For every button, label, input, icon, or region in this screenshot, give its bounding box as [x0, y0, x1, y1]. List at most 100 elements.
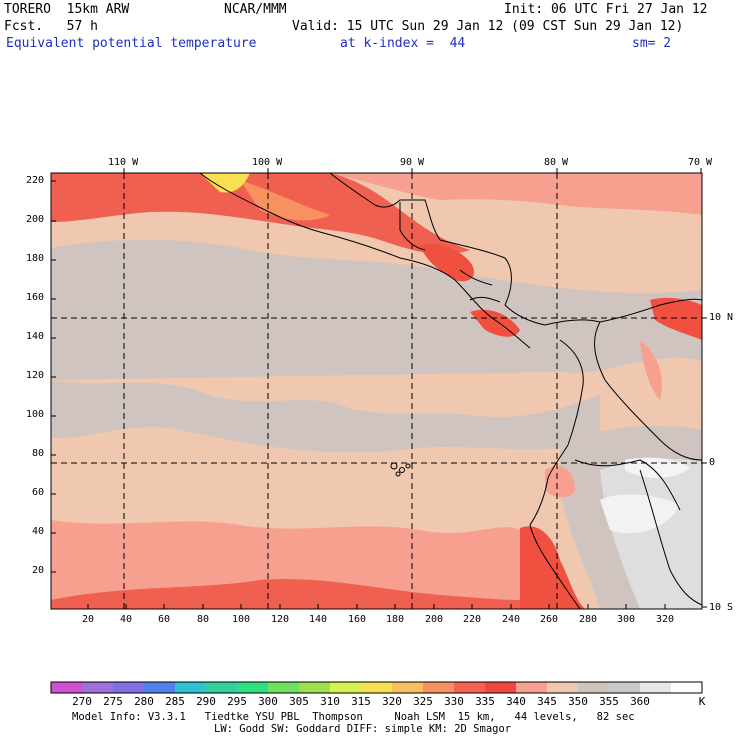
colorbar-label: 290	[196, 695, 216, 708]
nicaragua-border	[459, 269, 493, 286]
colorbar-swatch	[609, 682, 641, 693]
x-tick-300: 300	[617, 614, 636, 625]
x-tick-240: 240	[502, 614, 521, 625]
north-pink-strip	[330, 173, 702, 215]
mexico-orange	[240, 180, 330, 221]
colorbar-swatch	[206, 682, 238, 693]
smoothing-label: sm= 2	[632, 36, 672, 51]
forecast-hour: Fcst. 57 h	[4, 19, 98, 34]
gulf-coast	[329, 172, 441, 241]
ecuador-pink	[545, 466, 575, 498]
x-tick-40: 40	[120, 614, 133, 625]
colorbar-label: 305	[289, 695, 309, 708]
level-label: at k-index = 44	[340, 36, 466, 51]
galapagos-islands	[390, 462, 411, 477]
x-tick-120: 120	[271, 614, 290, 625]
central-america-red	[420, 243, 475, 282]
colombia-pacific	[547, 339, 584, 479]
peru-coast-red	[520, 526, 585, 609]
colorbar-label: 275	[103, 695, 123, 708]
lon-label-80w: 80 W	[544, 157, 569, 168]
y-tick-60: 60	[32, 487, 45, 498]
mexico-coast	[199, 172, 531, 349]
colorbar-label: 300	[258, 695, 278, 708]
colorbar-swatch	[330, 682, 362, 693]
colorbar-swatch	[547, 682, 579, 693]
colorbar-swatch	[82, 682, 114, 693]
colorbar-label: 285	[165, 695, 185, 708]
venezuela-red	[650, 297, 702, 340]
y-tick-40: 40	[32, 526, 45, 537]
coastlines	[199, 172, 703, 610]
colorbar-swatch	[423, 682, 455, 693]
white-patch	[600, 494, 680, 534]
x-tick-280: 280	[579, 614, 598, 625]
lat-label-10n: 10 N	[709, 312, 734, 323]
colorbar-swatch	[640, 682, 672, 693]
grey-band-north	[51, 239, 702, 380]
colorbar-label: 295	[227, 695, 247, 708]
colorbar-label: 310	[320, 695, 340, 708]
colorbar-swatch	[454, 682, 486, 693]
yucatan-border	[399, 202, 426, 251]
caribbean-coast	[439, 239, 546, 326]
peru-border	[574, 459, 681, 511]
colorbar-swatch	[485, 682, 517, 693]
y-tick-140: 140	[26, 331, 45, 342]
lon-label-110w: 110 W	[108, 157, 139, 168]
y-tick-200: 200	[26, 214, 45, 225]
lon-label-100w: 100 W	[252, 157, 283, 168]
y-tick-80: 80	[32, 448, 45, 459]
colorbar-swatch	[51, 682, 83, 693]
galapagos-isle-1	[390, 462, 398, 470]
colorbar-label: 360	[630, 695, 650, 708]
south-pink-band	[51, 520, 520, 609]
model-title: TORERO 15km ARW	[4, 2, 130, 17]
colorbar-label: 340	[506, 695, 526, 708]
x-tick-160: 160	[348, 614, 367, 625]
colombia-pink	[640, 340, 662, 400]
costa-rica-red	[470, 309, 520, 337]
grey-band-central	[51, 380, 600, 453]
lat-label-0: 0	[709, 457, 716, 468]
model-info-line1: Model Info: V3.3.1 Tiedtke YSU PBL Thomp…	[72, 711, 635, 723]
x-tick-260: 260	[540, 614, 559, 625]
colorbar-label: 330	[444, 695, 464, 708]
mexico-yellow	[200, 173, 250, 193]
panama-border	[469, 296, 501, 303]
y-tick-20: 20	[32, 565, 45, 576]
x-tick-20: 20	[82, 614, 95, 625]
colorbar-swatch	[516, 682, 548, 693]
colorbar-unit: K	[698, 695, 706, 708]
colorbar-label: 325	[413, 695, 433, 708]
galapagos-isle-2	[399, 467, 405, 473]
organization-label: NCAR/MMM	[224, 2, 287, 17]
north-red-strip	[51, 173, 470, 255]
colorbar-swatch	[578, 682, 610, 693]
galapagos-isle-3	[395, 471, 401, 477]
field-name: Equivalent potential temperature	[6, 36, 257, 51]
lon-label-90w: 90 W	[400, 157, 425, 168]
galapagos-isle-4	[405, 463, 411, 469]
colorbar-swatch	[144, 682, 176, 693]
colorbar-swatch	[175, 682, 207, 693]
y-tick-220: 220	[26, 175, 45, 186]
x-tick-140: 140	[309, 614, 328, 625]
colombia-coast	[544, 298, 703, 326]
lon-label-70w: 70 W	[688, 157, 713, 168]
colorbar-label: 320	[382, 695, 402, 708]
colorbar-swatch	[299, 682, 331, 693]
colorbar-swatch	[392, 682, 424, 693]
x-tick-320: 320	[656, 614, 675, 625]
colorbar-label: 355	[599, 695, 619, 708]
colorbar-label: 280	[134, 695, 154, 708]
brazil-border	[639, 469, 703, 606]
colorbar-frame	[50, 681, 703, 694]
x-tick-80: 80	[197, 614, 210, 625]
colorbar-label: 335	[475, 695, 495, 708]
colorbar-label: 270	[72, 695, 92, 708]
init-time: Init: 06 UTC Fri 27 Jan 12	[504, 2, 708, 17]
x-tick-200: 200	[425, 614, 444, 625]
colorbar-swatch	[361, 682, 393, 693]
